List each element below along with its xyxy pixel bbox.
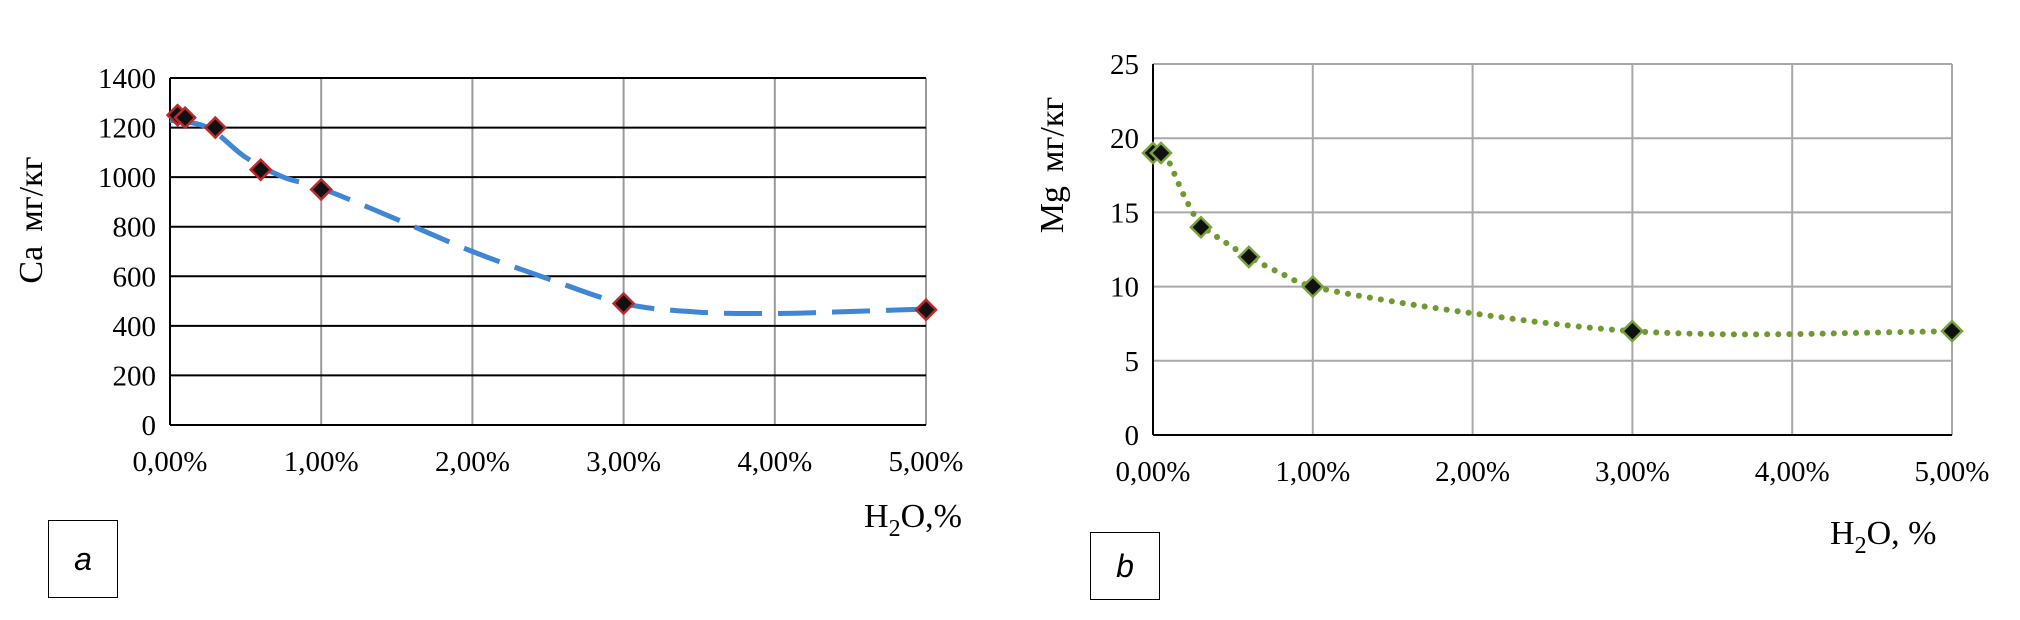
grid-ca: [169, 77, 927, 426]
x-tick-label-ca: 4,00%: [737, 446, 812, 478]
trendline-ca: [169, 117, 927, 317]
x-tick-label-ca: 2,00%: [435, 446, 510, 478]
y-axis-label-unit-mg: мг/кг: [1034, 97, 1071, 172]
y-tick-label-ca: 1400: [98, 63, 156, 95]
data-point-mg: [1620, 319, 1645, 343]
x-tick-label-mg: 2,00%: [1435, 456, 1510, 488]
x-tick-label-mg: 1,00%: [1275, 456, 1350, 488]
x-tick-label-mg: 4,00%: [1755, 456, 1830, 488]
trendline-path-mg: [1150, 149, 1955, 338]
y-tick-label-mg: 10: [1110, 272, 1139, 304]
x-tick-label-ca: 3,00%: [586, 446, 661, 478]
data-point-mg: [1940, 319, 1964, 343]
data-point-ca: [309, 177, 333, 202]
data-point-mg: [1237, 245, 1261, 269]
x-axis-label-main-mg: H: [1830, 515, 1855, 552]
data-point-ca: [611, 291, 636, 316]
x-tick-label-mg: 3,00%: [1595, 456, 1670, 488]
y-axis-label-mg: Mg мг/кг: [1034, 97, 1071, 234]
x-axis-label-sub-mg: 2: [1855, 533, 1867, 559]
y-tick-label-ca: 400: [113, 311, 157, 343]
y-tick-label-ca: 1200: [98, 113, 156, 145]
data-point-ca: [914, 297, 938, 322]
y-tick-label-mg: 25: [1110, 49, 1139, 81]
panel-label-a: a: [48, 520, 118, 598]
x-tick-label-ca: 0,00%: [133, 446, 208, 478]
y-tick-label-ca: 0: [142, 410, 157, 442]
x-axis-label-rest-ca: O,%: [901, 498, 962, 535]
data-point-ca: [173, 105, 197, 130]
chart-mg: 0 5 10 15 20 25 0,00% 1,00% 2,00% 3,00% 4,00% 5,00…: [1034, 49, 1990, 559]
y-axis-label-ca: Ca мг/кг: [13, 156, 50, 283]
trendline-path-ca: [169, 117, 927, 317]
points-mg: [1141, 141, 1964, 343]
data-point-mg: [1149, 141, 1173, 165]
data-point-ca: [203, 115, 228, 140]
x-axis-label-sub-ca: 2: [889, 516, 901, 542]
y-tick-label-ca: 600: [113, 261, 157, 293]
trendline-mg: [1150, 149, 1955, 338]
data-point-mg: [1189, 215, 1213, 240]
points-ca: [165, 103, 938, 322]
y-tick-label-ca: 800: [113, 212, 157, 244]
x-tick-label-ca: 5,00%: [889, 446, 964, 478]
y-tick-label-mg: 0: [1125, 420, 1140, 452]
x-axis-label-ca: H2O,%: [864, 498, 962, 542]
x-tick-label-mg: 5,00%: [1915, 456, 1990, 488]
grid-mg: [1152, 63, 1953, 436]
x-tick-label-mg: 0,00%: [1116, 456, 1191, 488]
y-tick-label-mg: 5: [1125, 346, 1140, 378]
y-axis-label-unit-ca: мг/кг: [13, 156, 50, 231]
x-axis-label-main-ca: H: [864, 498, 889, 535]
data-point-mg: [1301, 274, 1325, 299]
x-ticks-mg: 0,00% 1,00% 2,00% 3,00% 4,00% 5,00%: [1116, 456, 1990, 488]
panel-label-b: b: [1090, 532, 1160, 600]
x-tick-label-ca: 1,00%: [284, 446, 359, 478]
y-ticks-ca: 0 200 400 600 800 1000 1200 1400: [98, 63, 156, 442]
y-tick-label-mg: 15: [1110, 197, 1139, 229]
y-ticks-mg: 0 5 10 15 20 25: [1110, 49, 1139, 452]
x-ticks-ca: 0,00% 1,00% 2,00% 3,00% 4,00% 5,00%: [133, 446, 964, 478]
y-axis-label-main-mg: Mg: [1034, 186, 1071, 233]
chart-ca: 0 200 400 600 800 1000 1200 1400 0,00% 1,00% 2,00…: [13, 63, 964, 542]
y-axis-label-main-ca: Ca: [13, 246, 50, 284]
x-axis-label-rest-mg: O, %: [1867, 515, 1937, 552]
x-axis-label-mg: H2O, %: [1830, 515, 1936, 559]
y-tick-label-ca: 200: [113, 360, 157, 392]
data-point-ca: [248, 157, 273, 182]
y-tick-label-ca: 1000: [98, 162, 156, 194]
y-tick-label-mg: 20: [1110, 123, 1139, 155]
